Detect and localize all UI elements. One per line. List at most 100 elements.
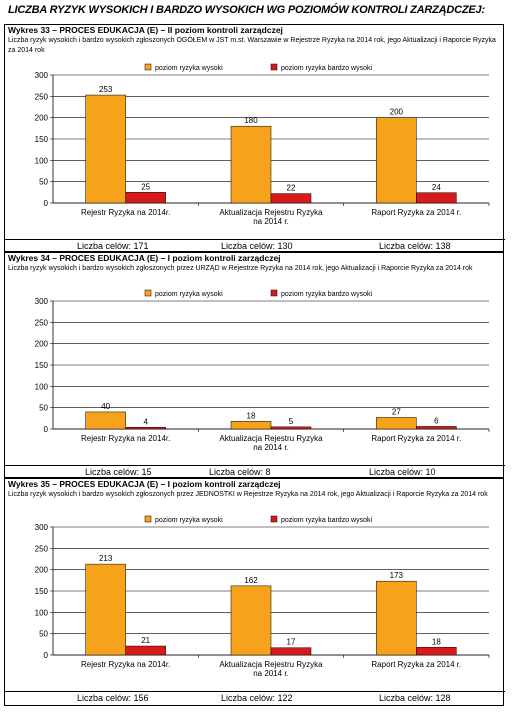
bar: [270, 193, 312, 204]
bar: [376, 580, 417, 656]
legend-swatch: [144, 515, 152, 523]
legend-swatch: [270, 289, 278, 297]
data-label: 5: [289, 417, 294, 426]
goals-count: Liczba celów: 10: [369, 467, 436, 477]
data-label: 4: [143, 417, 148, 426]
legend-label: poziom ryzyka wysoki: [155, 517, 223, 524]
x-tick-label: Raport Ryzyka za 2014 r.: [371, 660, 461, 669]
x-tick-label: Raport Ryzyka za 2014 r.: [371, 208, 461, 217]
data-label: 213: [99, 554, 113, 563]
data-label: 18: [247, 411, 256, 420]
bar: [125, 192, 166, 204]
x-tick-label: Rejestr Ryzyka na 2014r.: [81, 208, 170, 217]
y-tick-label: 200: [35, 566, 49, 575]
x-tick-label: Rejestr Ryzyka na 2014r.: [81, 434, 170, 443]
y-tick-label: 300: [35, 297, 49, 306]
y-tick-label: 0: [44, 425, 49, 434]
data-label: 24: [432, 183, 441, 192]
chart-footer: Liczba celów: 15 Liczba celów: 8 Liczba …: [5, 465, 505, 477]
legend: poziom ryzyka wysoki poziom ryzyka bardzo…: [144, 515, 372, 524]
bar: [416, 426, 457, 430]
goals-count: Liczba celów: 128: [379, 693, 451, 703]
bar: [85, 94, 126, 204]
data-label: 22: [287, 184, 296, 193]
bar: [270, 426, 312, 430]
x-tick-label: na 2014 r.: [253, 669, 289, 678]
chart-subtitle: Liczba ryzyk wysokich i bardzo wysokich …: [8, 37, 496, 54]
bar-chart-svg: poziom ryzyka wysoki poziom ryzyka bardzo…: [35, 515, 490, 678]
chart-footer: Liczba celów: 156 Liczba celów: 122 Licz…: [5, 691, 505, 703]
page-title: LICZBA RYZYK WYSOKICH I BARDZO WYSOKICH …: [8, 4, 485, 16]
y-tick-label: 0: [44, 199, 49, 208]
goals-count: Liczba celów: 122: [221, 693, 293, 703]
y-tick-label: 100: [35, 382, 49, 391]
y-tick-label: 250: [35, 318, 49, 327]
goals-count: Liczba celów: 130: [221, 241, 293, 251]
goals-count: Liczba celów: 8: [209, 467, 271, 477]
data-label: 200: [390, 108, 404, 117]
chart-footer: Liczba celów: 171 Liczba celów: 130 Licz…: [5, 239, 505, 251]
y-tick-label: 150: [35, 361, 49, 370]
x-tick-label: Aktualizacja Rejestru Ryzyka: [219, 434, 323, 443]
bar: [270, 647, 312, 656]
legend: poziom ryzyka wysoki poziom ryzyka bardzo…: [144, 289, 372, 298]
bar: [230, 585, 272, 656]
legend-swatch: [270, 63, 278, 71]
legend-label: poziom ryzyka bardzo wysoki: [281, 65, 372, 72]
y-tick-label: 0: [44, 651, 49, 660]
legend-swatch: [144, 289, 152, 297]
y-tick-label: 200: [35, 340, 49, 349]
goals-count: Liczba celów: 15: [85, 467, 152, 477]
x-tick-label: Aktualizacja Rejestru Ryzyka: [219, 660, 323, 669]
legend-label: poziom ryzyka bardzo wysoki: [281, 291, 372, 298]
goals-count: Liczba celów: 138: [379, 241, 451, 251]
y-tick-label: 250: [35, 544, 49, 553]
bar-chart-svg: poziom ryzyka wysoki poziom ryzyka bardzo…: [35, 289, 490, 452]
chart-plot: poziom ryzyka wysoki poziom ryzyka bardzo…: [5, 513, 503, 691]
x-tick-label: Rejestr Ryzyka na 2014r.: [81, 660, 170, 669]
legend-label: poziom ryzyka bardzo wysoki: [281, 517, 372, 524]
bar: [376, 117, 417, 204]
chart-plot: poziom ryzyka wysoki poziom ryzyka bardzo…: [5, 287, 503, 465]
legend-swatch: [270, 515, 278, 523]
chart-subtitle: Liczba ryzyk wysokich i bardzo wysokich …: [8, 491, 488, 498]
y-tick-label: 100: [35, 608, 49, 617]
x-tick-label: Aktualizacja Rejestru Ryzyka: [219, 208, 323, 217]
bar-chart-svg: poziom ryzyka wysoki poziom ryzyka bardzo…: [35, 63, 490, 226]
chart-panel-34: Wykres 34 – PROCES EDUKACJA (E) – I pozi…: [4, 252, 505, 478]
y-tick-label: 100: [35, 156, 49, 165]
x-tick-label: na 2014 r.: [253, 217, 289, 226]
bar: [230, 125, 272, 204]
bar: [416, 647, 457, 656]
x-tick-label: na 2014 r.: [253, 443, 289, 452]
y-tick-label: 150: [35, 587, 49, 596]
y-tick-label: 300: [35, 523, 49, 532]
goals-count: Liczba celów: 156: [77, 693, 149, 703]
legend-swatch: [144, 63, 152, 71]
data-label: 6: [434, 416, 439, 425]
data-label: 40: [101, 402, 110, 411]
data-label: 27: [392, 407, 401, 416]
legend-label: poziom ryzyka wysoki: [155, 65, 223, 72]
chart-panel-35: Wykres 35 – PROCES EDUKACJA (E) – I pozi…: [4, 478, 505, 706]
bar: [85, 563, 126, 656]
y-tick-label: 50: [39, 178, 48, 187]
y-tick-label: 300: [35, 71, 49, 80]
y-tick-label: 50: [39, 630, 48, 639]
x-tick-label: Raport Ryzyka za 2014 r.: [371, 434, 461, 443]
data-label: 253: [99, 85, 113, 94]
goals-count: Liczba celów: 171: [77, 241, 149, 251]
bar: [125, 427, 166, 430]
y-tick-label: 250: [35, 92, 49, 101]
y-tick-label: 200: [35, 114, 49, 123]
chart-title: Wykres 35 – PROCES EDUKACJA (E) – I pozi…: [8, 479, 281, 489]
chart-title: Wykres 34 – PROCES EDUKACJA (E) – I pozi…: [8, 253, 281, 263]
bar: [376, 417, 417, 430]
y-tick-label: 50: [39, 404, 48, 413]
chart-title: Wykres 33 – PROCES EDUKACJA (E) – II poz…: [8, 25, 283, 35]
bar: [85, 411, 126, 430]
legend: poziom ryzyka wysoki poziom ryzyka bardzo…: [144, 63, 372, 72]
data-label: 21: [141, 636, 150, 645]
data-label: 17: [287, 638, 296, 647]
legend-label: poziom ryzyka wysoki: [155, 291, 223, 298]
